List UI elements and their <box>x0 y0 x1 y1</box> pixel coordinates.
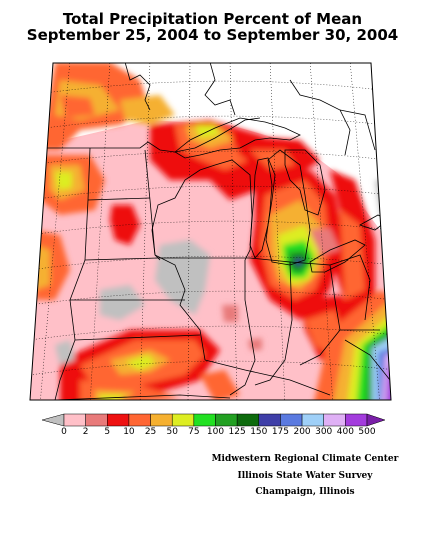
legend-swatch <box>345 413 368 427</box>
legend-tick-label: 25 <box>144 427 157 437</box>
legend-tick-label: 2 <box>82 427 89 437</box>
credit-line-2: Illinois State Water Survey <box>237 471 373 481</box>
credit-line-1: Midwestern Regional Climate Center <box>211 454 399 464</box>
legend-tick-label: 300 <box>315 427 333 437</box>
legend-swatch <box>85 413 108 427</box>
legend-swatch <box>171 413 195 427</box>
boundaries <box>30 63 391 400</box>
legend-swatch <box>107 413 130 427</box>
legend-swatch <box>323 413 346 427</box>
legend-swatch <box>63 413 86 427</box>
map-date-range: September 25, 2004 to September 30, 2004 <box>26 26 399 44</box>
legend-swatch <box>236 413 260 427</box>
legend-swatch <box>128 413 151 427</box>
map-title: Total Precipitation Percent of Mean <box>62 10 363 28</box>
credit-line-3: Champaign, Illinois <box>255 487 355 497</box>
graticule <box>30 63 391 400</box>
legend-swatch <box>258 413 281 427</box>
legend-tick-label: 100 <box>206 427 225 437</box>
legend-swatch <box>280 413 303 427</box>
legend-swatch <box>215 413 238 427</box>
legend-tick-label: 500 <box>358 427 376 437</box>
legend-tick-label: 5 <box>104 427 111 437</box>
legend-swatch <box>301 413 324 427</box>
legend-tick-label: 10 <box>123 427 135 437</box>
legend-arrow-high <box>366 413 386 427</box>
legend-swatch <box>150 413 173 427</box>
legend-arrow-low <box>41 413 65 427</box>
legend-swatch <box>193 413 216 427</box>
legend-tick-label: 400 <box>336 427 354 437</box>
legend-tick-label: 75 <box>188 427 200 437</box>
legend-tick-label: 0 <box>61 427 67 437</box>
legend-tick-label: 150 <box>250 427 268 437</box>
legend-colorbar <box>41 413 386 427</box>
legend-tick-label: 125 <box>228 427 246 437</box>
legend-tick-label: 175 <box>271 427 290 437</box>
legend-tick-label: 50 <box>166 427 178 437</box>
map-frame <box>29 62 392 401</box>
legend-tick-label: 200 <box>293 427 311 437</box>
